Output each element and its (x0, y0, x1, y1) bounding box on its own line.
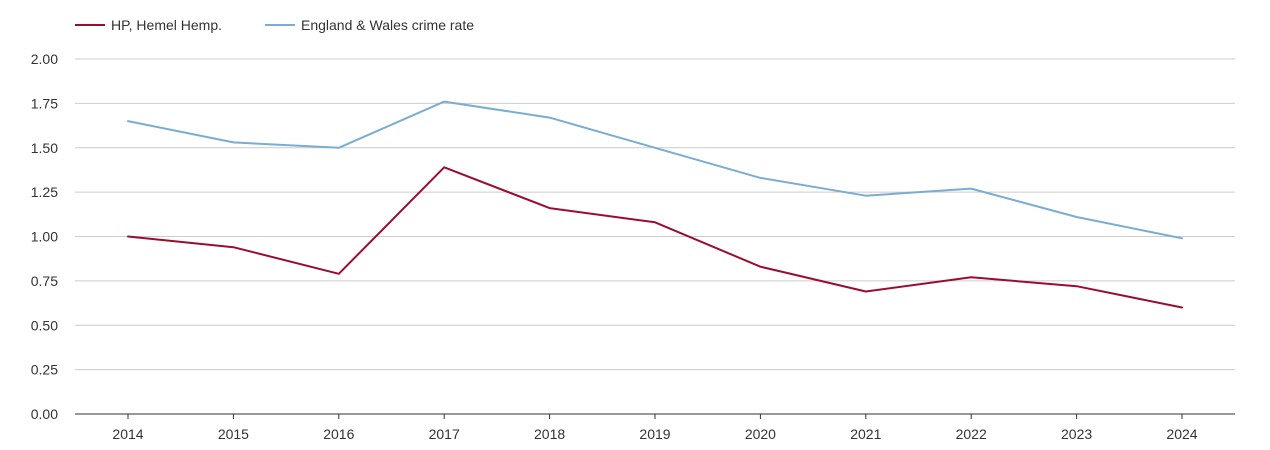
series-line-0 (127, 166, 1183, 309)
x-axis: 2014 2015 2016 2017 2018 2019 2020 2021 2022 2023… (75, 413, 1235, 442)
x-tick-label: 2018 (534, 426, 565, 442)
chart-legend: HP, Hemel Hemp. England & Wales crime rat… (75, 17, 474, 33)
y-tick-label: 1.00 (31, 229, 58, 245)
y-tick-label: 0.50 (31, 317, 58, 333)
y-tick-label: 0.25 (31, 362, 58, 378)
series-line-1 (127, 100, 1183, 240)
x-tick-label: 2021 (850, 426, 881, 442)
x-tick-label: 2019 (639, 426, 670, 442)
y-axis: 0.00 0.25 0.50 0.75 1.00 1.25 1.50 1.75 2.00 (31, 51, 58, 422)
y-tick-label: 1.75 (31, 95, 58, 111)
legend-label: HP, Hemel Hemp. (111, 17, 222, 33)
y-tick-label: 1.50 (31, 140, 58, 156)
y-gridlines (75, 58, 1235, 371)
legend-item: England & Wales crime rate (265, 17, 474, 33)
x-tick-label: 2022 (956, 426, 987, 442)
x-tick-label: 2020 (745, 426, 776, 442)
legend-label: England & Wales crime rate (301, 17, 474, 33)
y-tick-label: 0.00 (31, 406, 58, 422)
legend-item: HP, Hemel Hemp. (75, 17, 222, 33)
x-tick-label: 2016 (323, 426, 354, 442)
x-tick-label: 2015 (218, 426, 249, 442)
x-tick-label: 2017 (429, 426, 460, 442)
chart-series (127, 100, 1183, 309)
y-tick-label: 1.25 (31, 184, 58, 200)
x-tick-label: 2023 (1061, 426, 1092, 442)
x-tick-label: 2024 (1166, 426, 1197, 442)
x-tick-label: 2014 (112, 426, 143, 442)
y-tick-label: 0.75 (31, 273, 58, 289)
y-tick-label: 2.00 (31, 51, 58, 67)
